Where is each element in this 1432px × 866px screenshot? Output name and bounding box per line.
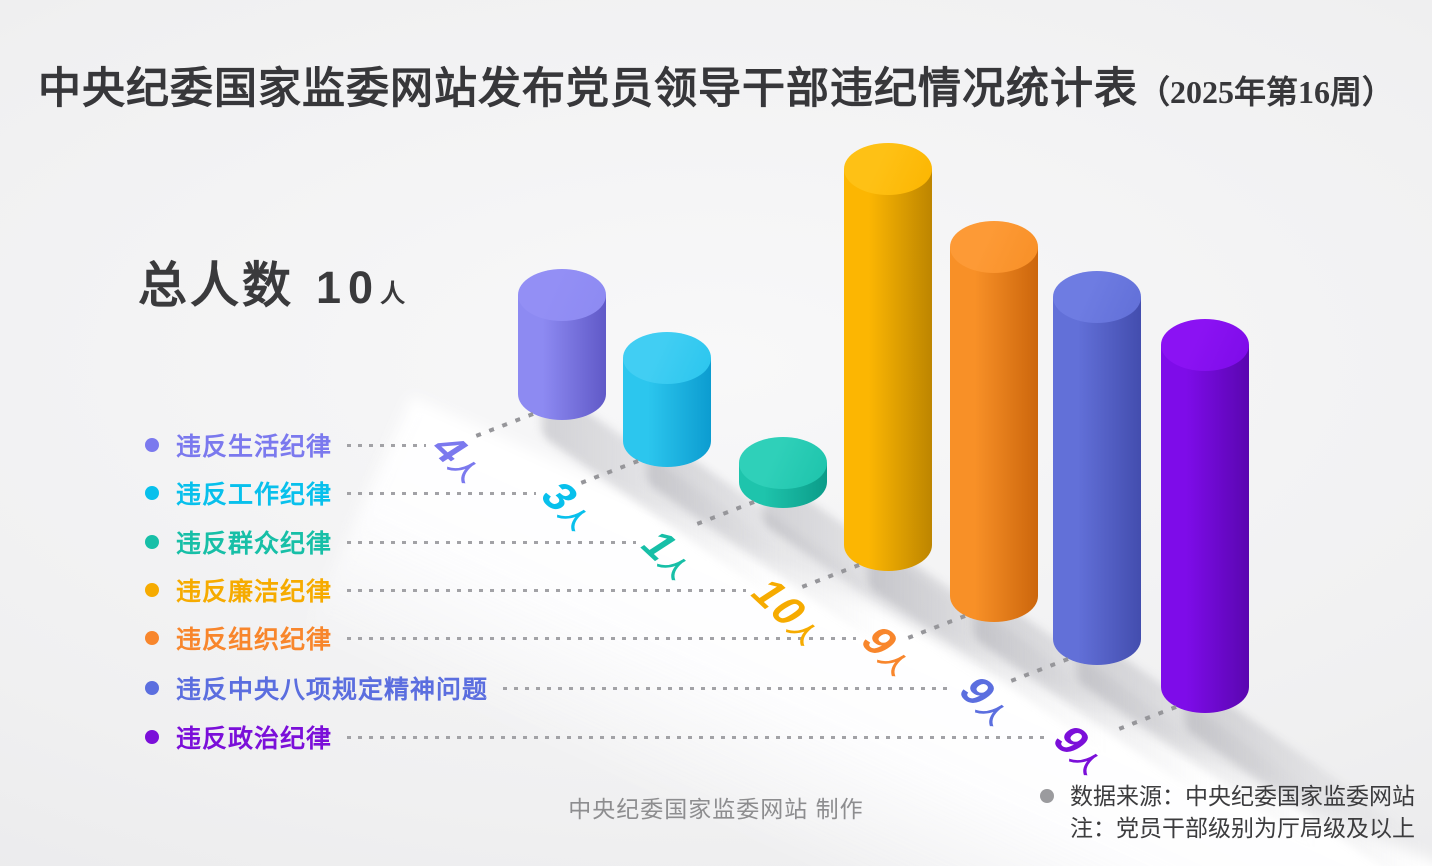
bar-top-ellipse [623,332,711,384]
source-lines: 数据来源：中央纪委国家监委网站 注：党员干部级别为厅局级及以上 [1070,781,1415,845]
legend-label: 违反群众纪律 [176,530,333,558]
bar-cylinder [950,247,1038,622]
bar-top-ellipse [518,269,606,321]
source-bullet-icon [1040,789,1054,803]
bar-cylinder [1161,345,1249,713]
bar-top-ellipse [739,437,827,489]
leader-line [347,636,856,640]
chart-title-period: （2025年第16周） [1137,74,1394,110]
leader-line [347,588,746,592]
legend-label: 违反工作纪律 [176,481,333,509]
legend-row: 违反组织纪律 [145,621,860,655]
legend-label: 违反政治纪律 [176,725,333,753]
leader-line [347,491,536,495]
bar-top-ellipse [1053,271,1141,323]
legend-label: 违反组织纪律 [176,626,333,654]
credit-text: 中央纪委国家监委网站 制作 [568,796,864,822]
legend-dot [145,681,159,695]
bar-cylinder [844,169,932,571]
chart-title-text: 中央纪委国家监委网站发布党员领导干部违纪情况统计表 [37,65,1138,113]
total-label: 总人数 [138,259,295,313]
legend-row: 违反工作纪律 [145,476,540,510]
note-line: 注：党员干部级别为厅局级及以上 [1070,816,1415,841]
legend-dot [145,583,159,597]
legend-row: 违反群众纪律 [145,525,640,559]
total-count: 总人数 10 人 [138,259,406,313]
legend-dot [145,486,159,500]
bar-cylinder [1053,297,1141,665]
legend-row: 违反生活纪律 [145,428,430,462]
bar-top-ellipse [1161,319,1249,371]
source-block: 数据来源：中央纪委国家监委网站 注：党员干部级别为厅局级及以上 [1040,781,1415,845]
legend-row: 违反廉洁纪律 [145,573,750,607]
legend-label: 违反生活纪律 [176,433,333,461]
bar-top-ellipse [844,143,932,195]
legend-dot [145,438,159,452]
bar-top-ellipse [950,221,1038,273]
chart-title: 中央纪委国家监委网站发布党员领导干部违纪情况统计表（2025年第16周） [0,54,1432,116]
diagonal-dots [475,410,539,438]
leader-line [347,443,426,447]
legend-dot [145,631,159,645]
legend-label: 违反中央八项规定精神问题 [176,676,489,704]
legend-row: 违反中央八项规定精神问题 [145,671,958,705]
legend-row: 违反政治纪律 [145,720,1052,754]
source-line: 数据来源：中央纪委国家监委网站 [1070,784,1415,809]
leader-line [347,735,1048,739]
total-unit: 人 [380,280,406,308]
legend-label: 违反廉洁纪律 [176,578,333,606]
leader-line [503,686,954,690]
legend-dot [145,535,159,549]
legend-dot [145,730,159,744]
leader-line [347,540,636,544]
total-value: 10 [316,261,381,313]
